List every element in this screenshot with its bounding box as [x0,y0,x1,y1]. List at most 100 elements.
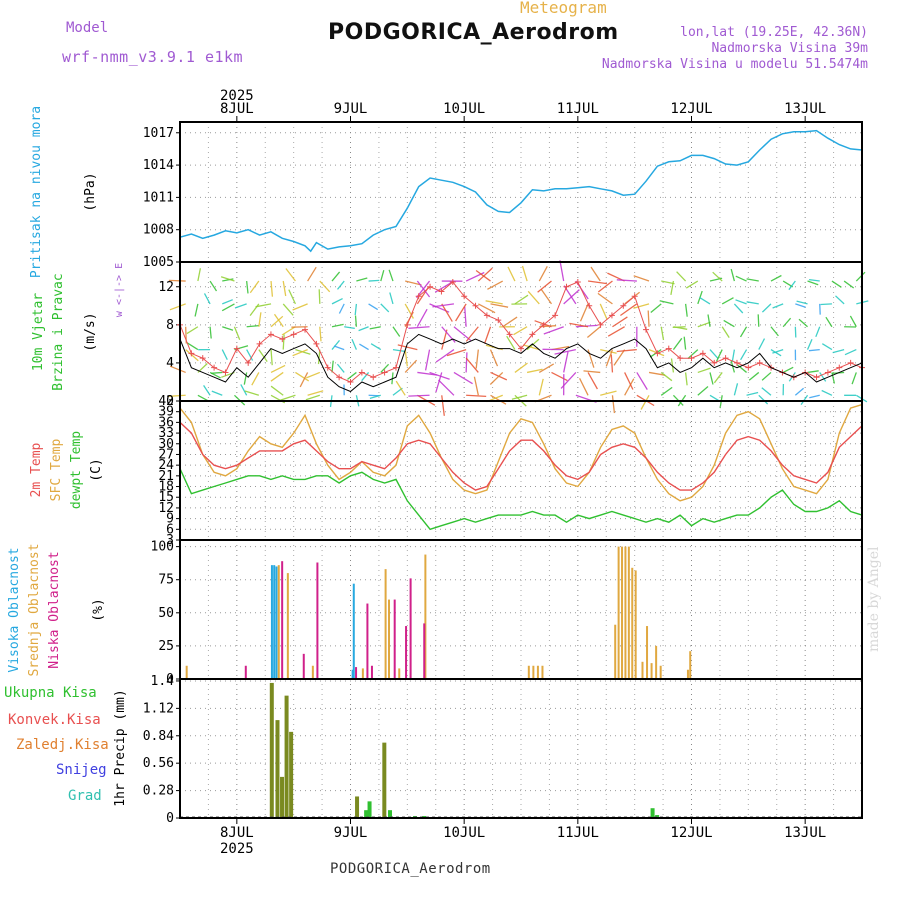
wind-barb [526,368,543,374]
pressure-axis-label: Pritisak na nivou mora (hPa) [29,106,98,278]
cloud-bar [302,653,305,679]
wind-barb [408,394,430,397]
ylabel-percent: (%) [91,598,106,621]
wind-barb [455,303,467,322]
bottom-year-label: 2025 [220,841,254,857]
wind-barb [281,326,296,336]
wind-barb [844,348,857,356]
wind-barb [660,326,665,341]
wind-barb [579,378,589,396]
wind-barb [502,316,518,328]
footer-station-name: PODGORICA_Aerodrom [330,861,491,877]
wind-barb [359,343,369,351]
y-tick-label: 24 [158,458,174,473]
cloud-bar [185,665,188,679]
wind-barb [211,390,223,396]
y-tick-label: 50 [158,606,174,621]
cloud-bar [527,665,530,679]
wind-barb [843,280,855,289]
bottom-day-label: 10JUL [443,825,485,841]
wind-barb [240,384,248,396]
precip-bar [655,815,660,818]
y-tick-label: 1014 [143,158,174,173]
wind-barb [477,267,493,282]
wind-speed-line [179,333,863,393]
wind-barb [307,390,324,396]
wind-barbs [168,260,869,416]
wind-barb [538,265,548,282]
wind-barb [490,303,509,308]
wind-barb [203,293,211,305]
cloud-bar [646,626,649,679]
wind-barb [735,275,747,282]
wind-barb [246,324,260,328]
cloud-bar [388,599,391,679]
wind-barb [683,336,687,350]
wind-barb [280,394,296,401]
bottom-day-label: 11JUL [557,825,599,841]
panel-pressure-grid: 1005 1008 1011 1014 1017 [143,122,863,270]
wind-barb [739,326,748,338]
wind-barb [209,326,212,339]
ylabel-temp-0: 2m Temp [29,442,44,497]
wind-barb [429,371,450,380]
wind-barb [404,349,408,367]
wind-barb [746,301,759,305]
wind-barb [855,271,866,282]
wind-barb [270,385,284,396]
wind-barb [251,372,260,386]
wind-barb [721,297,734,305]
precip-bar [289,731,294,818]
y-tick-label: 36 [158,415,174,430]
wind-barb [761,387,772,396]
wind-barb [169,303,186,311]
cloud-bar [361,668,364,679]
wind-barb [560,371,577,389]
wind-barb [424,349,431,371]
wind-barb [849,315,857,328]
model-elevation: Nadmorska Visina u modelu 51.5474m [601,57,868,72]
y-tick-label: 4 [166,356,174,371]
wind-barb [354,315,358,327]
wind-barb [831,372,836,384]
ylabel-ms: (m/s) [83,312,98,351]
wind-barb [465,357,479,373]
ylabel-cloud-0: Visoka Oblacnost [7,547,22,672]
wind-barb [273,313,284,328]
temp2m-line [179,421,863,491]
wind-barb [244,390,260,396]
wind-barb [600,390,617,396]
wind-barb [416,308,428,328]
wind-barb [554,348,577,355]
wind-barb [650,303,662,314]
wind-barb [821,389,833,396]
panel-frames [179,121,863,819]
wind-barb [716,349,723,362]
cloud-bar [631,567,634,679]
y-tick-label: 6 [166,522,174,537]
wind-barb [835,295,845,305]
wind-barb [770,274,782,282]
wind-barb [338,303,345,314]
wind-barb [633,275,650,282]
wind-barb [697,386,709,396]
wind-barb [358,326,369,332]
wind-barb [819,372,827,382]
wind-barb [537,280,552,293]
y-tick-label: 0.28 [143,784,174,799]
wind-barb [305,394,321,401]
precip-bar [275,720,280,818]
wind-barb [800,394,809,405]
cloud-bar [311,665,314,679]
top-day-label: 10JUL [443,101,485,117]
wind-barb [687,349,699,360]
wind-barb [733,383,739,396]
wind-barb [807,280,819,286]
wind-barb [209,280,218,292]
wind-barb [659,300,674,305]
station-elevation: Nadmorska Visina 39m [711,41,868,56]
y-tick-label: 1.12 [143,701,174,716]
bottom-day-label: 12JUL [670,825,712,841]
precip-bar [382,742,387,818]
wind-barb [806,338,813,350]
